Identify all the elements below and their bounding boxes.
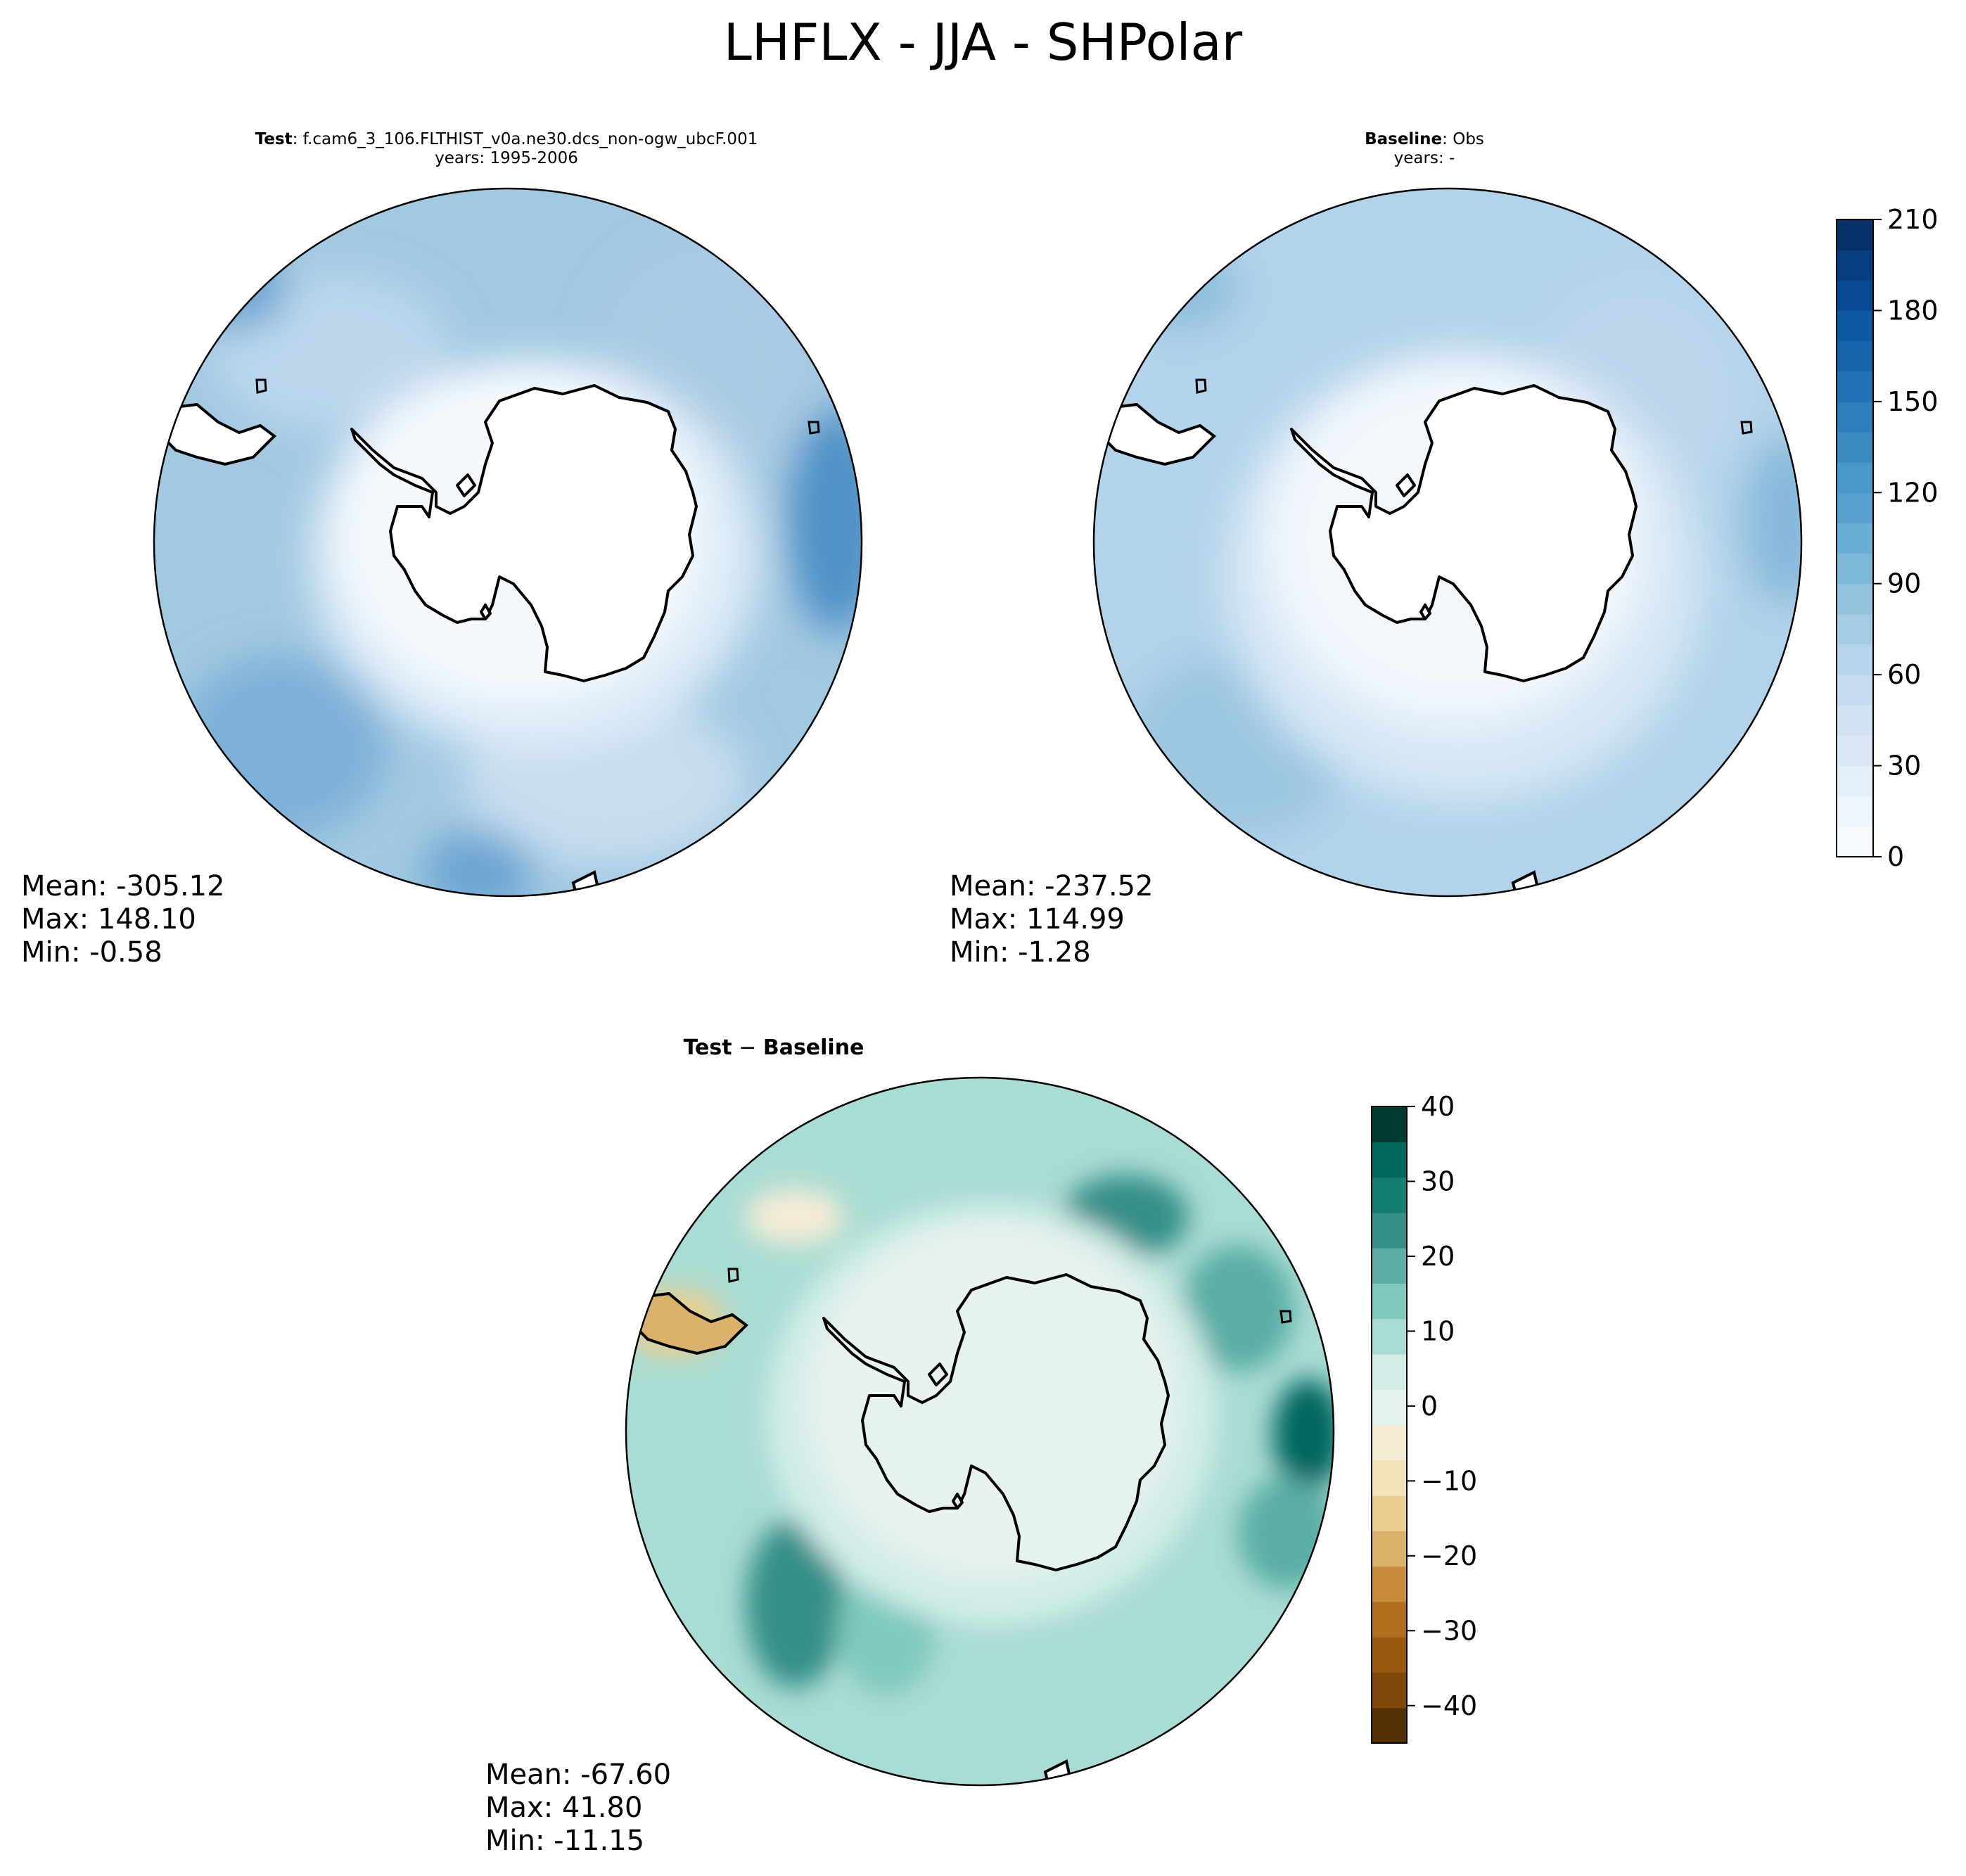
colorbar-tick-label: 40 [1421, 1091, 1455, 1122]
test-panel-title: Test: f.cam6_3_106.FLTHIST_v0a.ne30.dcs_… [204, 130, 809, 168]
colorbar-segment [1372, 1531, 1407, 1567]
diff-max: Max: 41.80 [485, 1792, 643, 1824]
colorbar-segment [1837, 310, 1873, 342]
colorbar-segment [1837, 644, 1873, 675]
diff-title-sep: − [732, 1035, 763, 1060]
colorbar-segment [1372, 1566, 1407, 1602]
colorbar-segment [1372, 1601, 1407, 1638]
diff-title-bold2: Baseline [762, 1035, 864, 1060]
colorbar-tick-label: 30 [1887, 751, 1921, 781]
colorbar-frame [1371, 1106, 1408, 1744]
colorbar-segment [1837, 250, 1873, 281]
colorbar-segment [1372, 1142, 1407, 1178]
diff-title-bold: Test [683, 1035, 732, 1060]
baseline-title-years: years: - [1393, 149, 1455, 167]
baseline-min: Min: -1.28 [950, 936, 1091, 969]
colorbar-frame [1836, 219, 1874, 857]
colorbar-tick-label: −20 [1421, 1540, 1477, 1571]
colorbar-segment [1837, 675, 1873, 706]
test-stats: Mean: -305.12 Max: 148.10 Min: -0.58 [21, 870, 225, 969]
colorbar-segment [1372, 1353, 1407, 1390]
diff-stats: Mean: -67.60 Max: 41.80 Min: -11.15 [485, 1759, 671, 1858]
colorbar-segment [1837, 280, 1873, 312]
colorbar-segment [1837, 371, 1873, 402]
colorbar-segment [1837, 826, 1873, 857]
colorbar-tick-label: −30 [1421, 1615, 1477, 1646]
colorbar-segment [1837, 523, 1873, 554]
colorbar-tick-label: 150 [1887, 386, 1939, 417]
colorbar-segment [1372, 1460, 1407, 1496]
colorbar-segment [1837, 796, 1873, 827]
colorbar-segment [1372, 1389, 1407, 1426]
colorbar-segment [1837, 492, 1873, 524]
colorbar-segment [1372, 1318, 1407, 1355]
diff-panel-title: Test − Baseline [619, 1035, 928, 1060]
baseline-panel-title: Baseline: Obs years: - [1238, 130, 1611, 168]
colorbar-tick-label: 90 [1887, 568, 1921, 599]
colorbar-tick-label: 20 [1421, 1241, 1455, 1272]
diff-mean: Mean: -67.60 [485, 1759, 672, 1791]
colorbar-segment [1837, 705, 1873, 736]
colorbar-tick-label: 30 [1421, 1166, 1455, 1197]
colorbar-segment [1837, 401, 1873, 433]
colorbar-segment [1837, 462, 1873, 493]
figure-title: LHFLX - JJA - SHPolar [723, 13, 1243, 72]
colorbar-segment [1372, 1106, 1407, 1142]
baseline-mean: Mean: -237.52 [950, 870, 1154, 902]
colorbar-tick-label: 10 [1421, 1315, 1455, 1346]
colorbar-tick-label: 0 [1887, 841, 1904, 872]
test-min: Min: -0.58 [21, 936, 162, 969]
colorbar-segment [1372, 1283, 1407, 1320]
baseline-map [1092, 187, 1803, 898]
colorbar-segment [1372, 1248, 1407, 1284]
colorbar-tick-label: 120 [1887, 477, 1939, 508]
colorbar-tick-label: 210 [1887, 204, 1939, 235]
colorbar-segment [1372, 1707, 1407, 1744]
colorbar-segment [1372, 1212, 1407, 1249]
colorbar-difference: 40 30 20 10 0 −10 −20 −30 −40 [1371, 1091, 1477, 1744]
colorbar-tick-label: 180 [1887, 295, 1939, 326]
colorbar-segment [1837, 219, 1873, 250]
colorbar-segment [1837, 613, 1873, 645]
colorbar-segment [1837, 583, 1873, 615]
test-title-bold: Test [255, 130, 293, 148]
colorbar-segment [1837, 765, 1873, 797]
colorbar-segment [1837, 340, 1873, 372]
colorbar-segment [1372, 1177, 1407, 1213]
colorbar-tick-label: 60 [1887, 659, 1921, 690]
colorbar-segment [1837, 432, 1873, 463]
diff-min: Min: -11.15 [485, 1825, 645, 1857]
colorbar-tick-label: −10 [1421, 1465, 1477, 1496]
difference-map [625, 1076, 1335, 1787]
test-map [153, 187, 863, 898]
colorbar-segment [1837, 553, 1873, 585]
test-title-years: years: 1995-2006 [435, 149, 578, 167]
colorbar-segment [1372, 1495, 1407, 1531]
colorbar-segment [1372, 1672, 1407, 1709]
colorbar-main: 0 30 60 90 120 150 180 210 [1836, 204, 1939, 872]
colorbar-segment [1372, 1424, 1407, 1461]
colorbar-tick-label: 0 [1421, 1391, 1438, 1422]
baseline-title-bold: Baseline [1365, 130, 1443, 148]
test-title-case: : f.cam6_3_106.FLTHIST_v0a.ne30.dcs_non-… [292, 130, 758, 148]
test-mean: Mean: -305.12 [21, 870, 225, 902]
colorbar-segment [1372, 1637, 1407, 1673]
baseline-max: Max: 114.99 [950, 903, 1125, 936]
colorbar-tick-label: −40 [1421, 1690, 1477, 1721]
test-max: Max: 148.10 [21, 903, 196, 936]
baseline-stats: Mean: -237.52 Max: 114.99 Min: -1.28 [950, 870, 1154, 969]
baseline-title-case: : Obs [1442, 130, 1484, 148]
colorbar-segment [1837, 735, 1873, 767]
